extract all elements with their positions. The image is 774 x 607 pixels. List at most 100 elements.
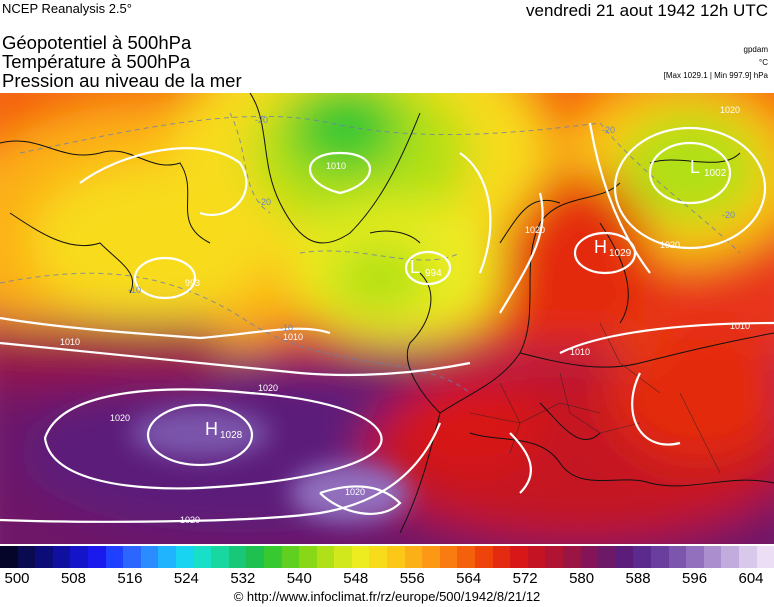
scale-tick-label: 556 [399,570,425,587]
color-swatch [668,546,687,568]
isobar-label: 1010 [60,337,80,347]
color-swatch [52,546,71,568]
color-swatch [633,546,651,568]
svg-text:L: L [690,157,700,177]
color-swatch [211,546,229,568]
scale-tick-label: 564 [456,570,482,587]
pressure-range: [Max 1029.1 | Min 997.9] hPa [663,71,768,80]
color-scale-ticks: 500 508 516 524 532 540 548 556 564 572 580 588 596 6… [0,568,774,590]
svg-text:1028: 1028 [220,430,243,441]
weather-map: 1020 1020 1020 1020 1010 1010 1010 1020 … [0,93,774,544]
temp-label: -20 [722,210,735,220]
map-svg: 1020 1020 1020 1020 1010 1010 1010 1020 … [0,93,774,544]
color-swatch [738,546,757,568]
color-swatch [686,546,704,568]
color-swatch [439,546,458,568]
color-swatch [35,546,53,568]
color-swatch [387,546,405,568]
color-swatch [334,546,352,568]
color-swatch [17,546,36,568]
color-swatch [263,546,282,568]
scale-tick-label: 524 [173,570,199,587]
source-label: NCEP Reanalysis 2.5° [2,1,132,16]
color-swatch [650,546,669,568]
pressure-centers: H 1028 H 1029 L 994 L 1002 [205,157,727,441]
scale-tick-label: 604 [738,570,764,587]
color-swatch [422,546,440,568]
scale-tick-label: 516 [117,570,143,587]
isobar-label: 1020 [720,105,740,115]
isobar-label: 1010 [730,321,750,331]
svg-text:L: L [410,257,420,277]
isobar-label: 1020 [180,515,200,525]
temperature-highlights [130,408,410,523]
temp-label: -10 [128,285,141,295]
temp-label: -20 [255,115,268,125]
color-swatch [703,546,722,568]
title-pressure: Pression au niveau de la mer [2,70,242,91]
color-swatch [351,546,370,568]
borders [469,322,721,474]
color-swatch [158,546,176,568]
color-swatch [299,546,317,568]
isobars [0,122,774,523]
scale-tick-label: 540 [286,570,312,587]
color-swatch [545,546,563,568]
color-swatch [369,546,388,568]
scale-tick-label: 508 [60,570,86,587]
color-swatch [580,546,599,568]
color-swatch [175,546,194,568]
scale-tick-label: 572 [512,570,538,587]
scale-tick-label: 580 [569,570,595,587]
color-swatch [0,546,18,568]
isobar-label: 993 [185,278,200,288]
color-swatch [598,546,616,568]
color-scale-bar [0,546,774,568]
svg-text:1029: 1029 [609,248,632,259]
color-swatch [123,546,141,568]
low-pressure-center: L 994 [410,257,442,279]
color-swatch [246,546,264,568]
color-swatch [475,546,493,568]
title-temperature: Température à 500hPa [2,51,191,72]
scale-tick-label: 500 [4,570,30,587]
high-pressure-center: H 1029 [594,237,632,259]
isobar-label: 1020 [110,413,130,423]
scale-tick-label: 532 [230,570,256,587]
svg-text:H: H [205,419,218,439]
datetime-label: vendredi 21 aout 1942 12h UTC [526,1,768,20]
units-legend: gpdam °C [Max 1029.1 | Min 997.9] hPa [664,43,768,82]
isobar-label: 1020 [660,240,680,250]
unit-geopotential: gpdam [743,45,768,54]
isobar-label: 1010 [283,332,303,342]
temp-labels: -20 -20 -10 -20 -10 -20 [128,115,735,333]
color-swatch [563,546,581,568]
svg-text:1002: 1002 [704,168,727,179]
source-url: © http://www.infoclimat.fr/rz/europe/500… [233,589,541,604]
scale-tick-label: 596 [682,570,708,587]
color-swatch [228,546,247,568]
map-titles: Géopotentiel à 500hPa Température à 500h… [2,33,242,90]
isobar-label: 1020 [258,383,278,393]
temp-label: -20 [258,197,271,207]
high-pressure-center: H 1028 [205,419,243,441]
scale-tick-label: 588 [625,570,651,587]
color-swatch [105,546,124,568]
color-swatch [492,546,511,568]
coastlines [0,93,774,534]
unit-temperature: °C [759,58,768,67]
low-pressure-center: L 1002 [690,157,727,179]
scale-tick-label: 548 [343,570,369,587]
color-swatch [316,546,335,568]
color-swatch [510,546,528,568]
temp-label: -20 [602,125,615,135]
color-swatch [615,546,634,568]
color-swatch [140,546,159,568]
color-swatch [457,546,476,568]
color-swatch [70,546,88,568]
color-swatch [527,546,546,568]
isobar-label: 1020 [345,487,365,497]
color-swatch [404,546,423,568]
color-swatch [281,546,300,568]
color-swatch [87,546,106,568]
